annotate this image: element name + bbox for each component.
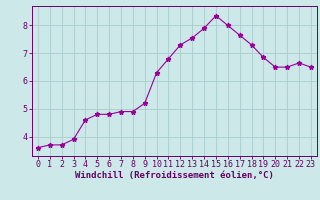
X-axis label: Windchill (Refroidissement éolien,°C): Windchill (Refroidissement éolien,°C) — [75, 171, 274, 180]
